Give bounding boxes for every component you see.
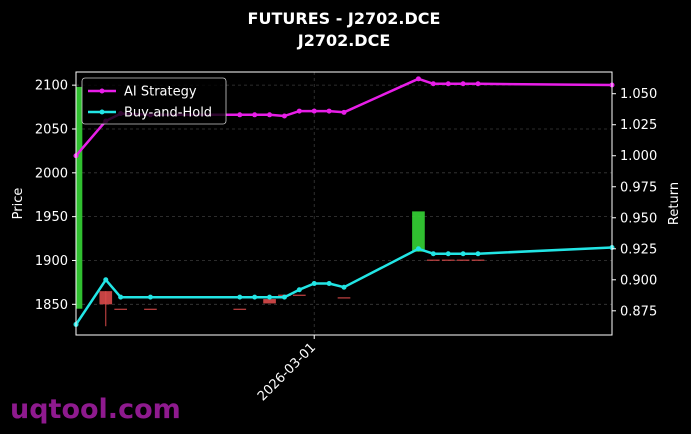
left-tick-label: 1900: [35, 254, 68, 269]
candle-body: [412, 211, 425, 252]
ai-strategy-marker: [326, 108, 332, 114]
ai-strategy-marker: [267, 112, 273, 118]
buy-and-hold-marker: [430, 251, 436, 257]
legend-marker-buy-and-hold: [99, 109, 105, 115]
buy-and-hold-marker: [103, 277, 109, 283]
right-axis-ticks: 0.875 0.900 0.925 0.950 0.975 1.000 1.025 1.050: [612, 87, 657, 319]
watermark: uqtool.com: [10, 394, 181, 425]
right-tick-label: 0.975: [620, 180, 657, 195]
right-tick-label: 0.950: [620, 211, 657, 226]
buy-and-hold-marker: [341, 284, 347, 290]
candle-body: [441, 259, 455, 261]
candle-body: [427, 259, 440, 261]
buy-and-hold-marker: [460, 251, 466, 257]
candle-body: [114, 308, 127, 310]
buy-and-hold-marker: [252, 294, 258, 300]
ai-strategy-marker: [475, 81, 481, 87]
candle-body: [456, 259, 470, 261]
right-axis-label: Return: [667, 182, 682, 225]
legend-box: [81, 77, 227, 125]
ai-strategy-marker: [311, 108, 317, 114]
left-axis-ticks: 1850 1900 1950 2000 2050 2100: [35, 79, 76, 313]
candle-body: [99, 291, 113, 305]
candle-body: [144, 308, 157, 310]
chart-title: FUTURES - J2702.DCE: [248, 9, 441, 28]
candle-body: [471, 259, 485, 261]
ai-strategy-marker: [415, 76, 421, 82]
right-tick-label: 1.025: [620, 118, 657, 133]
ai-strategy-marker: [296, 108, 302, 114]
plot-frame: [75, 71, 613, 336]
ai-strategy-marker: [252, 112, 258, 118]
ai-strategy-marker: [430, 81, 436, 87]
legend-label-ai-strategy: AI Strategy: [124, 85, 197, 100]
left-tick-label: 1850: [35, 298, 68, 313]
left-tick-label: 2100: [35, 79, 68, 94]
ai-strategy-marker: [341, 109, 347, 115]
right-tick-label: 0.900: [620, 273, 657, 288]
right-tick-label: 1.050: [620, 87, 657, 102]
ai-strategy-marker: [237, 112, 243, 118]
candle-body: [337, 297, 351, 299]
legend-marker-ai-strategy: [99, 88, 105, 94]
buy-and-hold-marker: [267, 294, 273, 300]
candle-body: [263, 299, 276, 304]
buy-and-hold-marker: [118, 294, 124, 300]
candlesticks: [76, 86, 612, 327]
chart-subtitle: J2702.DCE: [297, 31, 391, 50]
right-tick-label: 0.925: [620, 242, 657, 257]
buy-and-hold-marker: [147, 294, 153, 300]
ai-strategy-marker: [445, 81, 451, 87]
left-axis-label: Price: [11, 188, 26, 220]
buy-and-hold-marker: [237, 294, 243, 300]
candle-body: [76, 86, 83, 309]
right-tick-label: 1.000: [620, 149, 657, 164]
left-tick-label: 2050: [35, 122, 68, 137]
buy-and-hold-marker: [415, 246, 421, 252]
legend-label-buy-and-hold: Buy-and-Hold: [124, 106, 212, 121]
candle-body: [293, 294, 306, 296]
legend: AI Strategy Buy-and-Hold: [81, 77, 227, 125]
x-axis-ticks: 2026-03-01: [255, 335, 319, 404]
left-tick-label: 2000: [35, 166, 68, 181]
x-tick-label: 2026-03-01: [255, 340, 319, 404]
buy-and-hold-marker: [445, 251, 451, 257]
left-tick-label: 1950: [35, 210, 68, 225]
buy-and-hold-marker: [311, 281, 317, 287]
candle-body: [233, 308, 247, 310]
buy-and-hold-marker: [326, 281, 332, 287]
buy-and-hold-marker: [281, 294, 287, 300]
buy-and-hold-marker: [296, 287, 302, 293]
ai-strategy-marker: [460, 81, 466, 87]
buy-and-hold-marker: [475, 251, 481, 257]
right-tick-label: 0.875: [620, 304, 657, 319]
ai-strategy-marker: [281, 113, 287, 119]
